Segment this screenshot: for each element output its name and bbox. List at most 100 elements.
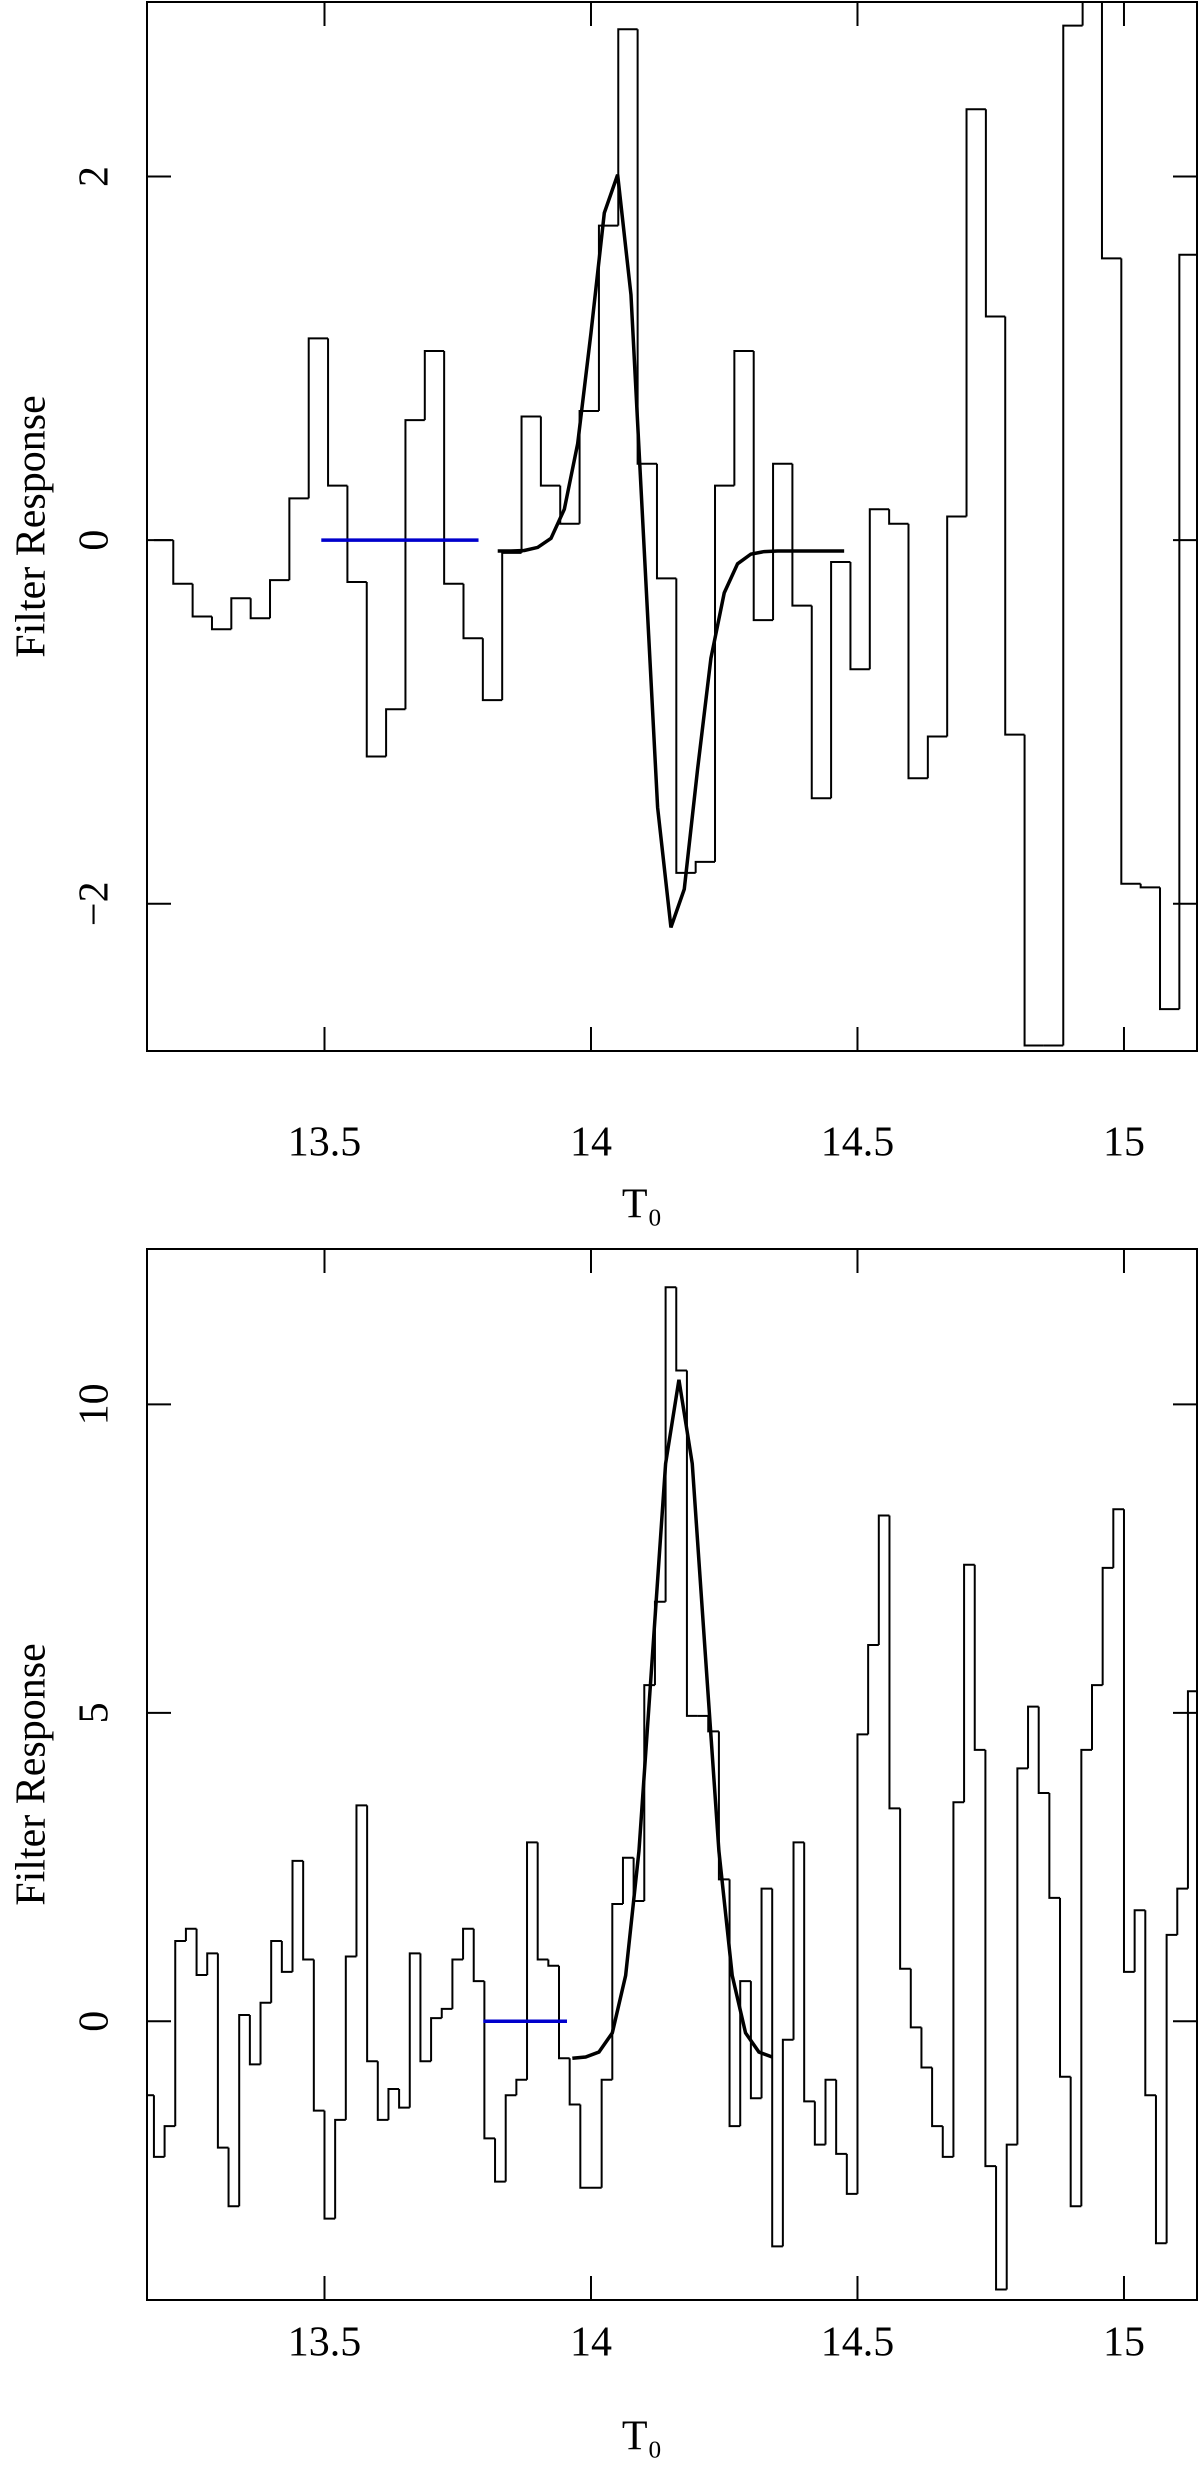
x-tick-label: 14.5 [821, 2320, 895, 2366]
histogram-step [995, 2166, 1007, 2291]
y-tick-label: 2 [72, 166, 118, 187]
histogram-step [249, 598, 271, 620]
histogram-step [385, 708, 406, 757]
histogram-step [655, 463, 677, 580]
histogram-step [772, 462, 793, 621]
fit-curve [497, 174, 845, 928]
histogram-step [675, 578, 696, 874]
x-tick-label: 14 [570, 1120, 612, 1166]
histogram-step [515, 2078, 528, 2096]
histogram-step [952, 1801, 965, 2157]
histogram-step [270, 1940, 282, 2003]
histogram-step [835, 2079, 847, 2155]
histogram-step [443, 351, 464, 585]
histogram-step [346, 485, 367, 583]
histogram-step [1037, 1706, 1050, 1794]
x-tick-label: 15 [1103, 1120, 1145, 1166]
histogram-step [675, 1287, 687, 1372]
histogram-step [1122, 1509, 1135, 1973]
histogram-step [810, 605, 832, 800]
histogram-step [803, 1842, 815, 2103]
histogram-step [501, 551, 522, 701]
histogram-step [280, 1941, 293, 1973]
histogram-step [344, 1955, 357, 2120]
histogram-step [685, 1370, 698, 1717]
histogram-step [973, 1564, 986, 1751]
histogram-step [1005, 2143, 1018, 2290]
histogram-step [423, 350, 445, 421]
histogram-step [733, 350, 754, 486]
x-tick-label: 13.5 [288, 1120, 362, 1166]
histogram-step [907, 523, 928, 780]
histogram-step [899, 1808, 911, 1970]
histogram-step [717, 1731, 730, 1881]
histogram-step [536, 1842, 549, 1961]
histogram-step [172, 540, 193, 585]
plot-frame [146, 1, 1198, 1052]
histogram-step [191, 583, 212, 618]
x-tick-label: 14 [570, 2320, 612, 2366]
histogram-step [404, 419, 425, 710]
histogram-step [600, 2078, 613, 2188]
x-tick-label: 14.5 [821, 1120, 895, 1166]
histogram-step [1091, 1684, 1103, 1750]
histogram-step [398, 2089, 410, 2109]
x-tick-label: 15 [1103, 2320, 1145, 2366]
histogram-step [1048, 1793, 1061, 1899]
histogram-step [1186, 1690, 1197, 1889]
histogram-step [481, 638, 503, 702]
histogram-step [1100, 2, 1122, 260]
y-tick-label: 5 [72, 1702, 118, 1723]
histogram-step [269, 579, 290, 619]
histogram-step [617, 28, 638, 226]
histogram-step [227, 2147, 240, 2208]
histogram-step [152, 2095, 165, 2158]
histogram-step [888, 509, 909, 525]
histogram-step [462, 1927, 474, 1960]
histogram-step [877, 1514, 890, 1645]
histogram-step [749, 1981, 762, 2100]
histogram-step [408, 1952, 421, 2108]
histogram-step [1023, 734, 1044, 1047]
y-tick-label: 10 [72, 1383, 118, 1425]
histogram-step [451, 1958, 464, 2009]
histogram-step [664, 1286, 677, 1602]
histogram-step [355, 1804, 368, 1957]
histogram-step [984, 1749, 997, 2168]
histogram-step [559, 485, 580, 525]
plot-area [153, 2, 1197, 1047]
histogram-step [494, 2138, 506, 2183]
histogram-step [1101, 1566, 1114, 1686]
histogram-step [288, 497, 309, 581]
histogram-step [568, 2058, 581, 2106]
histogram-step [813, 2101, 826, 2146]
histogram-step [376, 2061, 389, 2121]
x-axis-label: T₀ [622, 1182, 662, 1228]
histogram-step [323, 2110, 336, 2220]
histogram-step [714, 484, 735, 862]
histogram-step [462, 583, 483, 640]
x-tick-label: 13.5 [288, 2320, 362, 2366]
histogram-step [1016, 1767, 1029, 2145]
histogram-step [504, 2094, 517, 2182]
histogram-step [472, 1928, 485, 1983]
histogram-step [238, 2014, 250, 2207]
histogram-step [636, 29, 657, 465]
histogram-step [327, 338, 348, 487]
histogram-step [597, 224, 619, 412]
histogram-step [760, 1887, 773, 2099]
histogram-step [1120, 258, 1141, 885]
histogram-step [611, 1903, 623, 2080]
histogram-step [984, 109, 1006, 318]
histogram-step [1069, 2076, 1082, 2208]
histogram-step [867, 1643, 879, 1735]
histogram-step [1059, 1897, 1071, 2078]
histogram-step [752, 351, 774, 622]
plot-frame [146, 1248, 1198, 2301]
histogram-step [931, 2067, 943, 2128]
x-axis-label: T₀ [622, 2414, 662, 2460]
histogram-step [163, 2125, 176, 2157]
histogram-step [578, 410, 599, 524]
histogram-step [1004, 316, 1025, 736]
histogram-step [291, 1859, 304, 1972]
